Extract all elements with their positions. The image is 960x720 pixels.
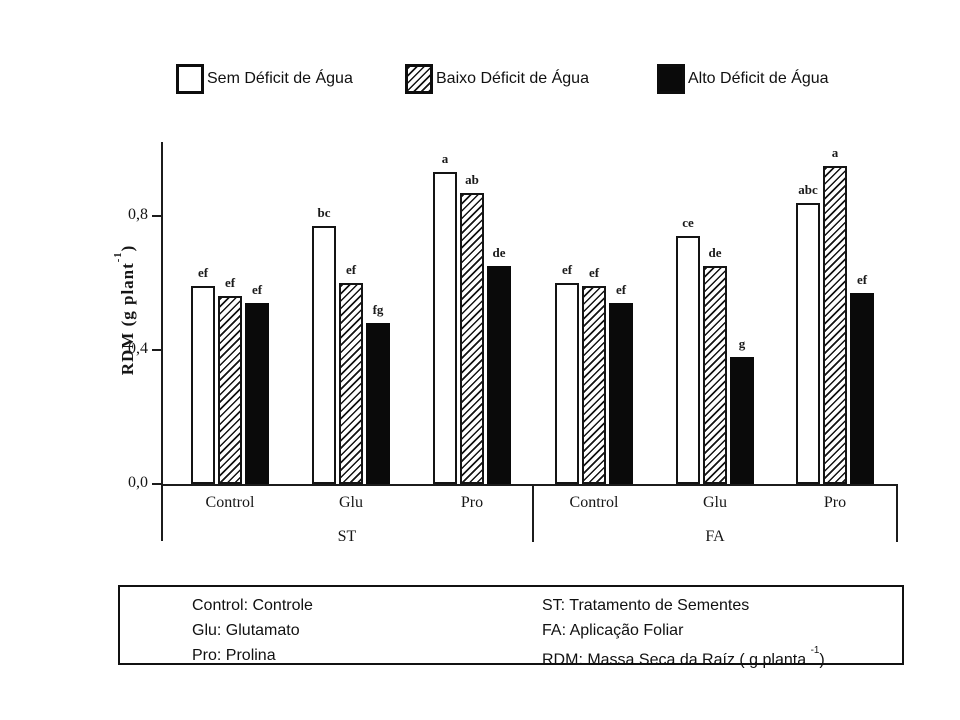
footnote-line: Pro: Prolina: [192, 647, 276, 664]
panel-label-fa: FA: [705, 528, 725, 545]
significance-letter: de: [492, 245, 506, 260]
significance-letter: ef: [251, 282, 263, 297]
bar-fa-pro-hatched: [823, 166, 847, 484]
bar-fa-glu-black: [730, 357, 754, 484]
bar-fa-control-black: [609, 303, 633, 484]
legend-item-alto-deficit: Alto Déficit de Água: [657, 64, 829, 94]
y-tick-label: 0,8: [128, 206, 148, 223]
category-label-st-pro: Pro: [460, 494, 484, 511]
significance-letter: abc: [798, 182, 818, 197]
abbreviations-box: Control: Controle Glu: Glutamato Pro: Pr…: [118, 585, 904, 668]
significance-letter: ef: [856, 272, 868, 287]
bar-st-control-black: [245, 303, 269, 484]
footnote-line: ST: Tratamento de Sementes: [542, 597, 750, 614]
category-label-fa-control: Control: [569, 494, 619, 511]
y-axis-title-text: RDM (g plant: [118, 262, 137, 376]
legend-swatch-black: [657, 64, 685, 94]
y-axis-line: [161, 142, 163, 541]
rdm-suffix: ): [819, 651, 825, 669]
panel-divider: [532, 484, 534, 542]
bar-fa-glu-white: [676, 236, 700, 484]
bar-st-control-hatched: [218, 296, 242, 484]
bar-fa-control-white: [555, 283, 579, 484]
plot-right-edge: [896, 484, 898, 542]
significance-letter: a: [831, 145, 839, 160]
panel-label-st: ST: [337, 528, 357, 545]
legend-item-sem-deficit: Sem Déficit de Água: [176, 64, 353, 94]
significance-letter: ef: [588, 265, 600, 280]
footnote-line: Glu: Glutamato: [192, 622, 300, 639]
y-tick-label: 0,4: [128, 340, 148, 357]
bar-st-glu-black: [366, 323, 390, 484]
category-label-fa-pro: Pro: [823, 494, 847, 511]
y-tick-mark: [152, 349, 162, 351]
bar-st-pro-black: [487, 266, 511, 484]
legend-swatch-white: [176, 64, 204, 94]
legend-label: Sem Déficit de Água: [207, 70, 353, 87]
significance-letter: ef: [615, 282, 627, 297]
bar-st-glu-white: [312, 226, 336, 484]
x-axis-line: [161, 484, 898, 486]
bar-fa-pro-white: [796, 203, 820, 484]
rdm-superscript: -1: [810, 644, 820, 656]
significance-letter: ef: [197, 265, 209, 280]
significance-letter: ce: [682, 215, 694, 230]
significance-letter: ef: [345, 262, 357, 277]
bar-st-control-white: [191, 286, 215, 484]
significance-letter: ef: [224, 275, 236, 290]
legend-item-baixo-deficit: Baixo Déficit de Água: [405, 64, 589, 94]
category-label-fa-glu: Glu: [703, 494, 727, 511]
category-label-st-glu: Glu: [339, 494, 363, 511]
significance-letter: g: [738, 336, 746, 351]
y-axis-title-superscript: -1: [112, 251, 124, 263]
y-tick-mark: [152, 215, 162, 217]
abbreviations-right-column: ST: Tratamento de Sementes FA: Aplicação…: [542, 593, 825, 672]
significance-letter: a: [441, 151, 449, 166]
significance-letter: fg: [372, 302, 384, 317]
footnote-line: FA: Aplicação Foliar: [542, 622, 684, 639]
significance-letter: ab: [465, 172, 479, 187]
bar-fa-glu-hatched: [703, 266, 727, 484]
legend-label: Baixo Déficit de Água: [436, 70, 589, 87]
footnote-line: Control: Controle: [192, 597, 313, 614]
bar-st-pro-white: [433, 172, 457, 484]
bar-st-glu-hatched: [339, 283, 363, 484]
legend-swatch-hatched: [405, 64, 433, 94]
y-tick-label: 0,0: [128, 474, 148, 491]
significance-letter: ef: [561, 262, 573, 277]
significance-letter: de: [708, 245, 722, 260]
bar-st-pro-hatched: [460, 193, 484, 484]
footnote-line-rdm: RDM: Massa Seca da Raíz ( g planta -1): [542, 643, 825, 672]
significance-letter: bc: [317, 205, 331, 220]
abbreviations-left-column: Control: Controle Glu: Glutamato Pro: Pr…: [192, 593, 313, 668]
y-tick-mark: [152, 483, 162, 485]
bar-fa-control-hatched: [582, 286, 606, 484]
rdm-text: RDM: Massa Seca da Raíz ( g planta: [542, 651, 811, 669]
legend-label: Alto Déficit de Água: [688, 70, 829, 87]
category-label-st-control: Control: [205, 494, 255, 511]
bar-fa-pro-black: [850, 293, 874, 484]
